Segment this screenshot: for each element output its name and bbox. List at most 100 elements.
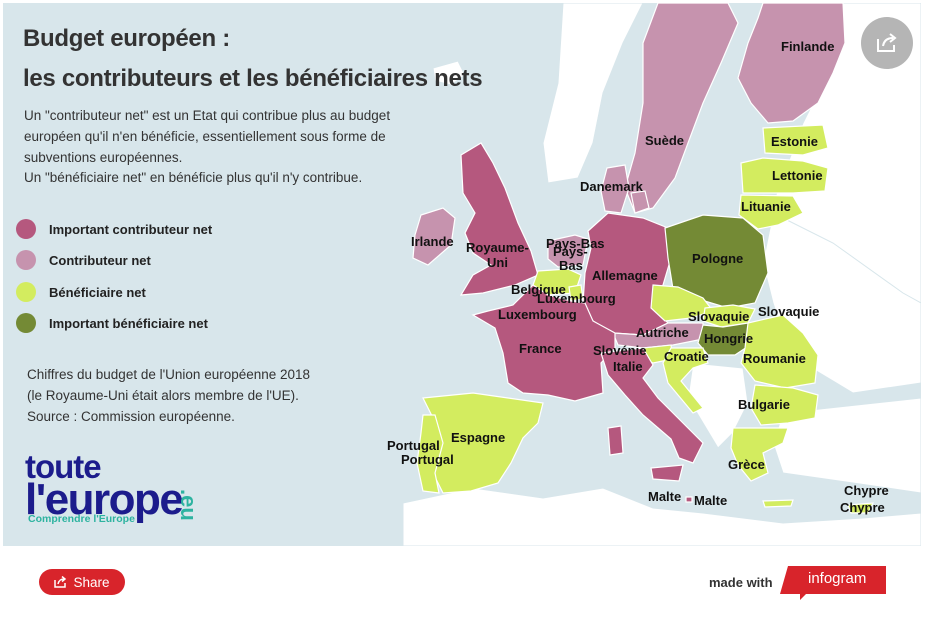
country-pologne	[664, 214, 769, 309]
label-malte-2: Malte	[694, 493, 727, 508]
label-slovaquie-2: Slovaquie	[758, 304, 819, 319]
country-malte	[685, 496, 693, 503]
made-with-text: made with	[709, 575, 773, 590]
label-hongrie: Hongrie	[704, 331, 753, 346]
label-roumanie: Roumanie	[743, 351, 806, 366]
country-roumanie	[740, 314, 819, 389]
label-grece: Grèce	[728, 457, 765, 472]
label-lettonie: Lettonie	[772, 168, 823, 183]
description-line: Un "bénéficiaire net" en bénéficie plus …	[24, 170, 363, 185]
share-icon-button[interactable]	[861, 17, 913, 69]
label-croatie: Croatie	[664, 349, 709, 364]
label-portugal-2: Portugal	[401, 452, 454, 467]
country-suede	[624, 3, 739, 214]
legend-item-contributor: Contributeur net	[16, 250, 151, 270]
description-line: Un "contributeur net" est un Etat qui co…	[24, 108, 391, 123]
logo-tagline: Comprendre l'Europe	[28, 513, 135, 525]
label-irlande: Irlande	[411, 234, 454, 249]
country-royaume-uni	[459, 142, 539, 296]
label-chypre-1: Chypre	[844, 483, 889, 498]
country-danemark-island	[630, 190, 650, 214]
description-line: européen qu'il n'en bénéficie, essentiel…	[24, 129, 386, 144]
label-slovaquie-1: Slovaquie	[688, 309, 749, 324]
country-grece-crete	[762, 499, 794, 508]
legend-label: Bénéficiaire net	[49, 284, 146, 300]
label-estonie: Estonie	[771, 134, 818, 149]
legend-dot	[16, 250, 36, 270]
label-france: France	[519, 341, 562, 356]
country-croatie	[662, 347, 709, 414]
legend-item-important-contributor: Important contributeur net	[16, 219, 212, 239]
label-pays-bas-1: Pays-Bas	[546, 236, 605, 251]
europe-map: Finlande Suède Estonie Lettonie Lituanie…	[387, 3, 921, 546]
page-title-line1: Budget européen :	[23, 25, 230, 52]
country-hongrie	[697, 322, 754, 356]
logo-text-line1: toute	[25, 448, 102, 485]
legend-dot	[16, 313, 36, 333]
label-chypre-2: Chypre	[840, 500, 885, 515]
share-button[interactable]: Share	[39, 569, 125, 595]
label-pologne: Pologne	[692, 251, 743, 266]
share-icon	[54, 576, 67, 588]
country-bulgarie	[750, 384, 819, 426]
map-card: Finlande Suède Estonie Lettonie Lituanie…	[3, 3, 921, 546]
legend-label: Important bénéficiaire net	[49, 315, 208, 331]
label-belgique: Belgique	[511, 282, 566, 297]
country-italie-sicile	[650, 464, 684, 482]
legend-label: Contributeur net	[49, 252, 151, 268]
label-lituanie: Lituanie	[741, 199, 791, 214]
country-tcheque	[650, 284, 714, 322]
label-slovenie: Slovénie	[593, 343, 646, 358]
country-danemark	[600, 164, 630, 214]
country-italie-sardaigne	[607, 425, 624, 456]
land-north-africa	[402, 487, 921, 546]
label-royaume-uni-2: Uni	[487, 255, 508, 270]
country-irlande	[412, 207, 456, 266]
logo-text-line2: l'europe	[25, 475, 184, 524]
legend-item-important-beneficiary: Important bénéficiaire net	[16, 313, 208, 333]
land-norway	[542, 3, 644, 184]
infogram-logo[interactable]: infogram	[780, 566, 886, 600]
country-estonie	[762, 124, 829, 156]
legend-dot	[16, 282, 36, 302]
source-line: Chiffres du budget de l'Union européenne…	[27, 367, 311, 382]
infogram-brand: infogram	[808, 570, 867, 587]
infogram-badge	[780, 566, 886, 600]
logo-domain: .eu	[176, 489, 201, 521]
label-espagne: Espagne	[451, 430, 505, 445]
country-portugal	[416, 414, 444, 494]
share-label: Share	[73, 574, 110, 590]
label-allemagne: Allemagne	[592, 268, 658, 283]
label-bulgarie: Bulgarie	[738, 397, 790, 412]
country-france	[471, 284, 616, 402]
label-luxembourg-2: Luxembourg	[498, 307, 577, 322]
country-pays-bas	[547, 234, 589, 268]
page-title-line2: les contributeurs et les bénéficiaires n…	[23, 65, 483, 92]
country-italie	[600, 347, 704, 464]
country-lettonie	[740, 157, 829, 194]
country-lituanie	[738, 194, 804, 230]
source-line: (le Royaume-Uni était alors membre de l'…	[27, 388, 299, 403]
label-luxembourg-1: Luxembourg	[537, 291, 616, 306]
label-suede: Suède	[645, 133, 684, 148]
label-danemark: Danemark	[580, 179, 644, 194]
country-grece	[730, 427, 789, 482]
label-royaume-uni-1: Royaume-	[466, 240, 529, 255]
label-pays-bas-2: Pays-	[553, 244, 588, 259]
label-portugal-1: Portugal	[387, 438, 440, 453]
label-malte-1: Malte	[648, 489, 681, 504]
toute-leurope-logo[interactable]: toute l'europe .eu Comprendre l'Europe	[25, 448, 240, 533]
country-finlande	[737, 3, 846, 124]
label-pays-bas-3: Bas	[559, 258, 583, 273]
description-line: subventions européennes.	[24, 150, 183, 165]
label-italie: Italie	[613, 359, 643, 374]
land-greenland-iceland	[432, 60, 466, 86]
legend-dot	[16, 219, 36, 239]
legend-item-beneficiary: Bénéficiaire net	[16, 282, 146, 302]
source-line: Source : Commission européenne.	[27, 409, 235, 424]
legend-label: Important contributeur net	[49, 221, 213, 237]
label-finlande: Finlande	[781, 39, 834, 54]
share-icon	[877, 33, 897, 52]
country-chypre	[847, 502, 875, 514]
label-autriche: Autriche	[636, 325, 689, 340]
